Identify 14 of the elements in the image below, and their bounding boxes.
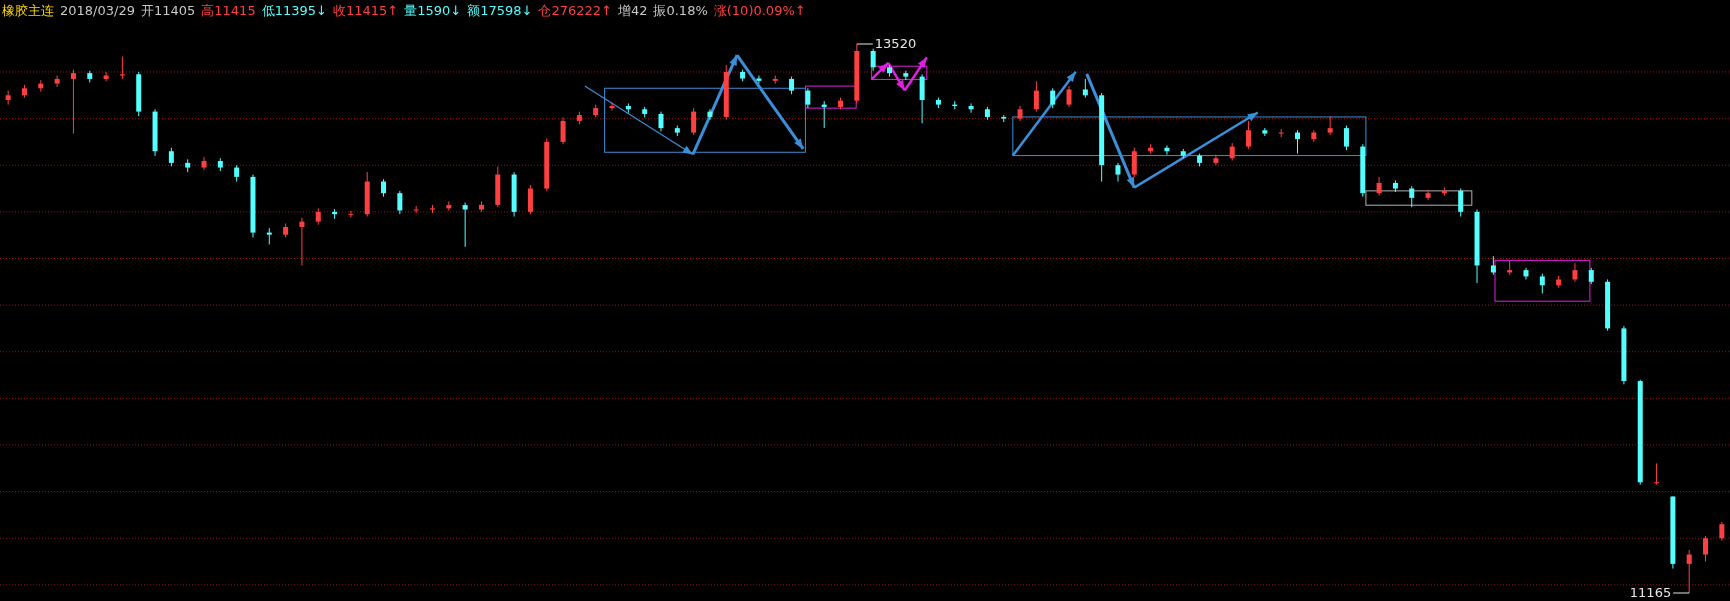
text: 量1590↓ (404, 3, 462, 18)
text: 收11415↑ (332, 3, 399, 18)
chart-title: 橡胶主连 (2, 3, 54, 18)
annotation: 13520 (874, 36, 917, 51)
text: 涨(10)0.09%↑ (713, 3, 806, 18)
text: 高11415 (201, 3, 256, 18)
text: 仓276222↑ (538, 3, 612, 18)
chart-subtitle: 2018/03/29 (60, 3, 135, 18)
text: 开11405 (140, 3, 196, 18)
text: 增42 (616, 3, 648, 18)
annotation: 11165 (1629, 585, 1672, 600)
text: 额17598↓ (467, 3, 533, 18)
text: 振0.18% (653, 3, 708, 18)
text: 低11395↓ (261, 3, 327, 18)
